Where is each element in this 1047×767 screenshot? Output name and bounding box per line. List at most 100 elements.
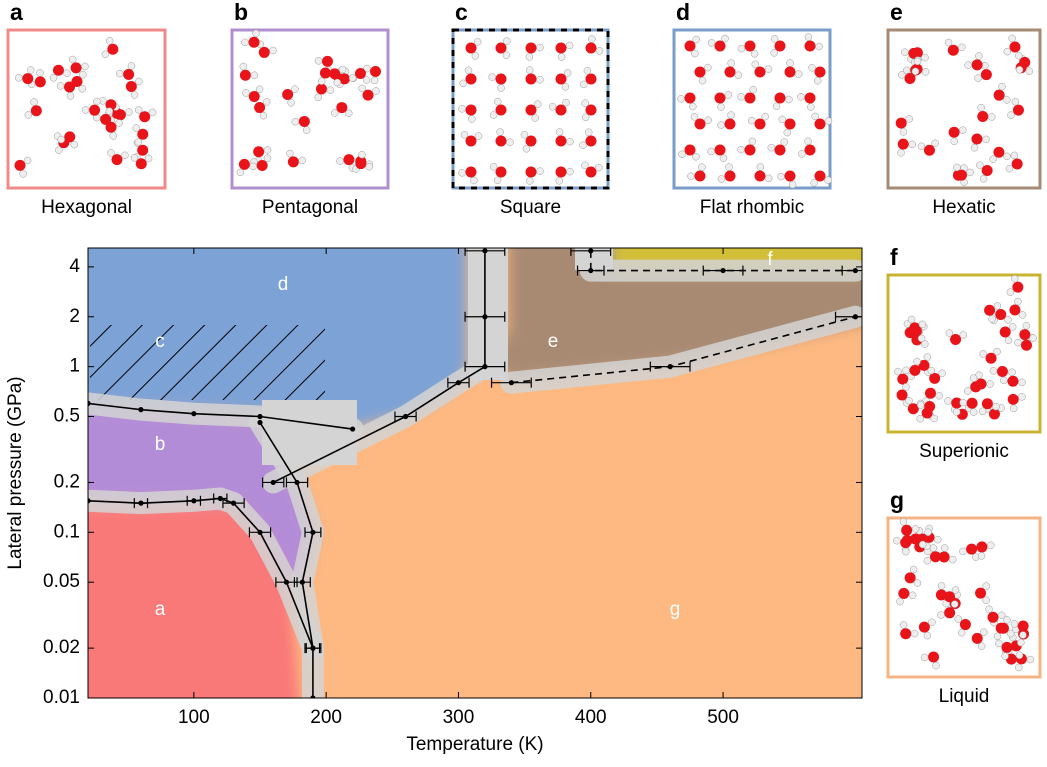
y-tick-label: 0.05 <box>43 571 80 592</box>
hydrogen <box>564 69 571 76</box>
hydrogen <box>986 606 993 613</box>
hydrogen <box>704 64 711 71</box>
hydrogen <box>959 127 966 134</box>
oxygen <box>496 136 507 147</box>
point <box>218 496 223 501</box>
hydrogen <box>580 81 587 88</box>
oxygen <box>526 74 537 85</box>
hydrogen <box>998 612 1005 619</box>
hydrogen <box>787 60 794 67</box>
hydrogen <box>1007 112 1014 119</box>
hydrogen <box>911 630 918 637</box>
hydrogen <box>689 103 696 110</box>
region-label: a <box>155 599 166 620</box>
hydrogen <box>952 587 959 594</box>
point <box>257 420 262 425</box>
point <box>257 414 262 419</box>
oxygen <box>1001 642 1012 653</box>
oxygen <box>994 90 1005 101</box>
hydrogen <box>50 74 57 81</box>
hydrogen <box>252 30 259 37</box>
hydrogen <box>133 125 140 132</box>
hydrogen <box>475 133 482 140</box>
point <box>138 501 143 506</box>
hydrogen <box>771 49 778 56</box>
hydrogen <box>71 141 78 148</box>
y-tick-label: 0.02 <box>43 637 80 658</box>
hydrogen <box>1005 337 1012 344</box>
hydrogen <box>1030 335 1037 342</box>
hydrogen <box>1019 632 1026 639</box>
oxygen <box>35 76 46 87</box>
y-tick-label: 0.01 <box>43 687 80 708</box>
oxygen <box>715 41 726 52</box>
hydrogen <box>726 164 733 171</box>
oxygen <box>981 69 992 80</box>
oxygen <box>1000 326 1011 337</box>
hydrogen <box>106 37 113 44</box>
hydrogen <box>251 72 258 79</box>
hydrogen <box>751 50 758 57</box>
hydrogen <box>526 177 533 184</box>
hydrogen <box>536 44 543 51</box>
y-tick-label: 0.2 <box>54 471 80 492</box>
oxygen <box>685 93 696 104</box>
hydrogen <box>924 557 931 564</box>
hydrogen <box>566 168 573 175</box>
oxygen <box>988 612 999 623</box>
point <box>482 314 487 319</box>
oxygen <box>715 93 726 104</box>
oxygen <box>496 105 507 116</box>
hydrogen <box>102 51 109 58</box>
region-label: e <box>548 331 559 352</box>
hydrogen <box>106 108 113 115</box>
hydrogen <box>944 397 951 404</box>
hydrogen <box>785 96 792 103</box>
hydrogen <box>57 82 64 89</box>
hydrogen <box>917 415 924 422</box>
hydrogen <box>256 86 263 93</box>
oxygen <box>785 67 796 78</box>
hydrogen <box>584 67 591 74</box>
y-axis-label: Lateral pressure (GPa) <box>5 376 26 569</box>
point <box>191 498 196 503</box>
oxygen <box>466 74 477 85</box>
hydrogen <box>945 39 952 46</box>
hydrogen <box>738 146 745 153</box>
oxygen <box>100 114 111 125</box>
hydrogen <box>825 177 832 184</box>
oxygen <box>322 56 333 67</box>
hydrogen <box>691 113 698 120</box>
oxygen <box>239 159 250 170</box>
hydrogen <box>781 139 788 146</box>
panel-letter: f <box>890 244 898 270</box>
hydrogen <box>708 39 715 46</box>
hydrogen <box>363 77 370 84</box>
hydrogen <box>975 53 982 60</box>
hydrogen <box>562 83 569 90</box>
hydrogen <box>67 92 74 99</box>
hydrogen <box>679 151 686 158</box>
y-tick-label: 0.5 <box>54 406 80 427</box>
hydrogen <box>970 375 977 382</box>
oxygen <box>805 145 816 156</box>
oxygen <box>900 537 911 548</box>
oxygen <box>755 67 766 78</box>
hydrogen <box>990 367 997 374</box>
x-tick-label: 100 <box>178 707 210 728</box>
hydrogen <box>975 75 982 82</box>
hydrogen <box>896 598 903 605</box>
hydrogen <box>1011 152 1018 159</box>
hydrogen <box>998 83 1005 90</box>
hydrogen <box>461 131 468 138</box>
point <box>310 646 315 651</box>
hydrogen <box>1023 322 1030 329</box>
hydrogen <box>931 415 938 422</box>
oxygen <box>977 111 988 122</box>
hydrogen <box>337 158 344 165</box>
region-label: g <box>670 599 681 620</box>
oxygen <box>815 119 826 130</box>
point <box>310 530 315 535</box>
hydrogen <box>992 403 999 410</box>
